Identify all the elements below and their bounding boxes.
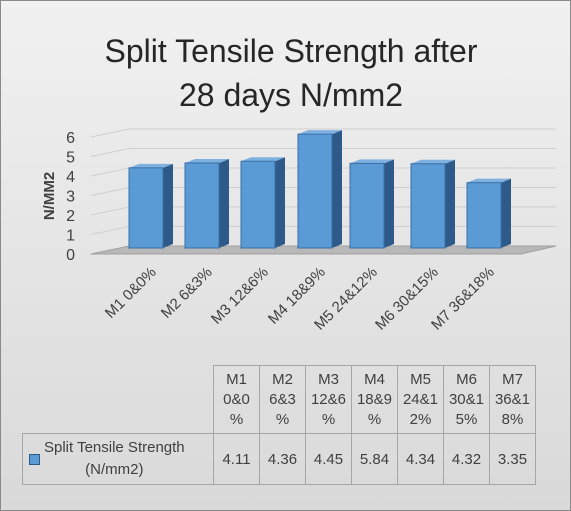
table-row: Split Tensile Strength (N/mm2) 4.11 4.36 4… bbox=[22, 433, 536, 485]
y-tick-label: 3 bbox=[66, 189, 75, 206]
table-cell: 4.32 bbox=[443, 433, 490, 485]
table-cell: 4.34 bbox=[397, 433, 444, 485]
y-tick-label: 6 bbox=[66, 130, 75, 147]
bar-side bbox=[501, 178, 511, 248]
bar-top bbox=[241, 157, 285, 162]
column-header-line: 12&6 bbox=[310, 390, 347, 408]
table-cell: 4.11 bbox=[213, 433, 260, 485]
table-column-header: M7 36&1 8% bbox=[489, 365, 536, 434]
column-header-line: M6 bbox=[456, 370, 477, 388]
column-header-line: M4 bbox=[364, 370, 385, 388]
bar-top bbox=[185, 158, 229, 163]
chart-plot: 0 1 2 3 4 5 6 M1 0&0%M2 6&3%M3 12&6%M4 18&9%M5… bbox=[41, 128, 557, 334]
table-cell: 5.84 bbox=[351, 433, 398, 485]
series-row-header: Split Tensile Strength (N/mm2) bbox=[22, 433, 214, 485]
bar bbox=[349, 159, 394, 249]
column-header-line: 36&1 bbox=[494, 390, 531, 408]
gridline bbox=[90, 128, 556, 138]
table-cell: 4.45 bbox=[305, 433, 352, 485]
x-axis-categories: M1 0&0%M2 6&3%M3 12&6%M4 18&9%M5 24&12%M… bbox=[102, 264, 498, 334]
bar-top bbox=[129, 163, 173, 168]
column-header-line: 18&9 bbox=[356, 390, 393, 408]
y-tick-label: 1 bbox=[66, 228, 75, 245]
x-tick-label: M1 0&0% bbox=[102, 264, 160, 322]
column-header-line: 0&0 bbox=[223, 390, 250, 408]
column-header-line: 8% bbox=[501, 410, 524, 428]
bar-top bbox=[467, 178, 511, 183]
column-header-line: % bbox=[229, 410, 244, 428]
bar-front bbox=[349, 162, 385, 249]
series-name-line-2: (N/mm2) bbox=[85, 461, 144, 478]
bar-top bbox=[411, 159, 455, 164]
column-header-line: % bbox=[367, 410, 382, 428]
column-header-line: % bbox=[275, 410, 290, 428]
table-column-header: M5 24&1 2% bbox=[397, 365, 444, 434]
bar-side bbox=[332, 130, 342, 248]
chart-title: Split Tensile Strength after 28 days N/m… bbox=[41, 29, 541, 117]
column-header-line: M7 bbox=[502, 370, 523, 388]
gridline bbox=[90, 148, 556, 157]
bar-side bbox=[384, 159, 394, 248]
bar bbox=[240, 157, 285, 249]
column-header-line: 6&3 bbox=[269, 390, 296, 408]
bars-layer bbox=[128, 130, 511, 249]
table-corner bbox=[23, 366, 214, 434]
bar-front bbox=[240, 160, 276, 249]
bar-top bbox=[350, 159, 394, 164]
bar bbox=[184, 158, 229, 249]
bar-front bbox=[297, 133, 333, 249]
column-header-line: 2% bbox=[409, 410, 432, 428]
y-tick-label: 0 bbox=[66, 247, 75, 264]
table-header-row: M1 0&0% M2 6&3% M3 12&6% M4 18&9% M5 24&1 2% M6 30&1… bbox=[23, 365, 536, 434]
table-column-header: M4 18&9% bbox=[351, 365, 398, 434]
bar-top bbox=[298, 130, 342, 135]
table-column-header: M1 0&0% bbox=[213, 365, 260, 434]
column-header-line: M1 bbox=[226, 370, 247, 388]
column-header-line: 5% bbox=[455, 410, 478, 428]
chart-title-line-1: Split Tensile Strength after bbox=[104, 33, 478, 69]
y-axis-label: N/MM2 bbox=[41, 172, 58, 220]
x-tick-label: M3 12&6% bbox=[208, 264, 272, 328]
y-tick-label: 5 bbox=[66, 150, 75, 167]
legend-swatch-icon bbox=[29, 453, 40, 465]
bar-front bbox=[410, 163, 446, 249]
column-header-line: % bbox=[321, 410, 336, 428]
table-cell: 4.36 bbox=[259, 433, 306, 485]
bar-front bbox=[184, 162, 220, 249]
bar bbox=[466, 178, 511, 249]
table-column-header: M6 30&1 5% bbox=[443, 365, 490, 434]
y-axis-ticks: 0 1 2 3 4 5 6 bbox=[66, 130, 75, 264]
y-tick-label: 4 bbox=[66, 169, 75, 186]
column-header-line: 30&1 bbox=[448, 390, 485, 408]
bar bbox=[128, 163, 173, 249]
y-tick-label: 2 bbox=[66, 208, 75, 225]
table-column-header: M3 12&6% bbox=[305, 365, 352, 434]
bar-side bbox=[275, 157, 285, 248]
column-header-line: M2 bbox=[272, 370, 293, 388]
table-column-header: M2 6&3% bbox=[259, 365, 306, 434]
chart-title-line-2: 28 days N/mm2 bbox=[178, 77, 404, 113]
bar-side bbox=[163, 163, 173, 248]
bar-side bbox=[219, 158, 229, 248]
bar-front bbox=[128, 167, 164, 249]
bar-front bbox=[466, 182, 502, 249]
x-tick-label: M2 6&3% bbox=[158, 264, 216, 322]
bar-side bbox=[445, 159, 455, 248]
data-table: M1 0&0% M2 6&3% M3 12&6% M4 18&9% M5 24&1 2% M6 30&1… bbox=[22, 365, 536, 485]
series-name-line-1: Split Tensile Strength bbox=[44, 439, 185, 456]
table-cell: 3.35 bbox=[489, 433, 536, 485]
bar bbox=[410, 159, 455, 249]
column-header-line: M3 bbox=[318, 370, 339, 388]
bar bbox=[297, 130, 342, 249]
column-header-line: M5 bbox=[410, 370, 431, 388]
column-header-line: 24&1 bbox=[402, 390, 439, 408]
